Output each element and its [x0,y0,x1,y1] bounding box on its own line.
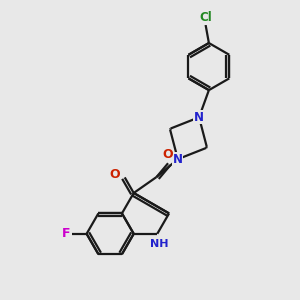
Text: N: N [194,111,204,124]
Text: O: O [162,148,173,160]
Text: Cl: Cl [199,11,212,24]
Text: N: N [173,153,183,166]
Text: NH: NH [150,239,168,249]
Text: F: F [62,227,70,240]
Text: O: O [110,168,120,181]
